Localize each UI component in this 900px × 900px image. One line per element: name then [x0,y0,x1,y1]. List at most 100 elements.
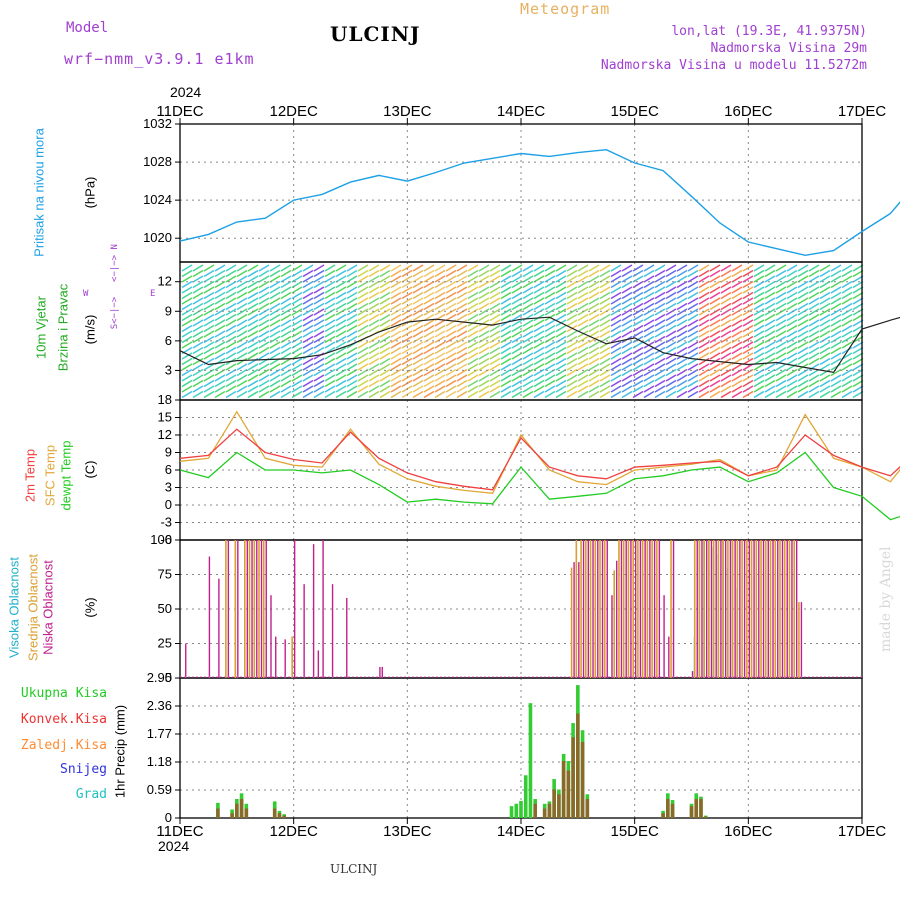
wind-barb [412,275,424,283]
wind-barb [764,385,776,393]
wind-barb [786,357,798,366]
wind-barb [786,385,798,393]
wind-barb [709,352,721,360]
wind-barb [236,352,248,360]
wind-barb [621,308,633,316]
wind-barb [852,357,864,366]
wind-barb [731,275,743,283]
wind-barb [753,379,765,388]
wind-barb [335,297,347,305]
legend-snow: Snijeg [60,762,107,777]
wind-barb [434,302,446,311]
wind-barb [346,346,358,355]
wind-barb [852,335,864,344]
wind-barb [269,385,281,393]
wind-barb [280,330,292,338]
wind-barb [555,269,567,278]
wind-barb [368,297,380,305]
wind-barb [522,379,534,388]
wind-barb [225,352,237,360]
wind-barb [577,302,589,311]
wind-barb [632,297,644,305]
wind-barb [555,302,567,311]
wind-barb [379,275,391,283]
wind-barb [412,346,424,355]
wind-barb [467,302,479,311]
wind-barb [588,335,600,344]
wind-barb [775,275,787,283]
wind-barb [423,374,435,382]
wind-barb [181,319,193,327]
wind-barb [753,335,765,344]
wind-barb [753,297,765,305]
wind-barb [610,297,622,305]
wind-barb [258,291,270,300]
wind-barb [665,368,677,377]
wind-barb [445,264,457,272]
legend-total-precip: Ukupna Kisa [20,686,107,701]
wind-barb [291,374,303,382]
wind-barb [478,390,490,399]
wind-barb [621,385,633,393]
wind-barb [181,286,193,294]
wind-barb [610,291,622,300]
wind-barb [423,286,435,294]
wind-barb [830,286,842,294]
wind-barb [643,313,655,322]
wind-barb [324,379,336,388]
wind-barb [654,363,666,371]
wind-barb [643,280,655,289]
wind-barb [324,275,336,283]
wind-barb [423,352,435,360]
wind-barb [214,324,226,333]
wind-barb [599,368,611,377]
wind-barb [456,379,468,388]
wind-barb [346,286,358,294]
y-tick-label: 6 [165,333,172,348]
wind-barb [533,368,545,377]
wind-barb [500,363,512,371]
wind-barb [291,385,303,393]
wind-barb [797,324,809,333]
wind-barb [478,280,490,289]
wind-barb [676,319,688,327]
wind-barb [665,335,677,344]
wind-barb [335,308,347,316]
wind-barb [720,390,732,399]
wind-barb [830,308,842,316]
wind-barb [610,324,622,333]
wind-barb [489,275,501,283]
wind-barb [522,346,534,355]
wind-barb [797,297,809,305]
wind-barb [313,313,325,322]
wind-barb [819,379,831,388]
wind-barb [379,308,391,316]
wind-barb [808,297,820,305]
dewpt-line [179,451,900,521]
precip-bar-convective [277,813,282,818]
wind-barb [720,275,732,283]
wind-barb [610,374,622,382]
wind-barb [830,330,842,338]
wind-barb [379,330,391,338]
wind-barb [687,264,699,272]
wind-barb [676,269,688,278]
wind-barb [203,346,215,355]
panel-frame-0 [179,123,863,263]
wind-barb [698,269,710,278]
wind-barb [654,319,666,327]
wind-barb [346,324,358,333]
wind-barb [346,357,358,366]
wind-barb [181,291,193,300]
wind-barb [489,385,501,393]
wind-barb [632,379,644,388]
wind-barb [258,313,270,322]
wind-barb [599,313,611,322]
wind-barb [346,390,358,399]
wind-barb [643,330,655,338]
wind-barb [401,346,413,355]
wind-barb [423,363,435,371]
wind-barb [775,319,787,327]
wind-barb [819,264,831,272]
wind-barb [643,346,655,355]
